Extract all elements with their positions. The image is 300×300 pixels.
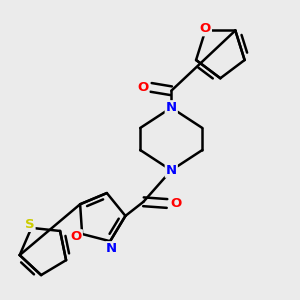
Text: S: S [25,218,34,231]
Text: O: O [137,81,148,94]
Text: N: N [166,101,177,114]
Text: O: O [70,230,82,243]
Text: O: O [200,22,211,35]
Text: N: N [106,242,117,255]
Text: N: N [166,164,177,177]
Text: O: O [170,197,182,210]
